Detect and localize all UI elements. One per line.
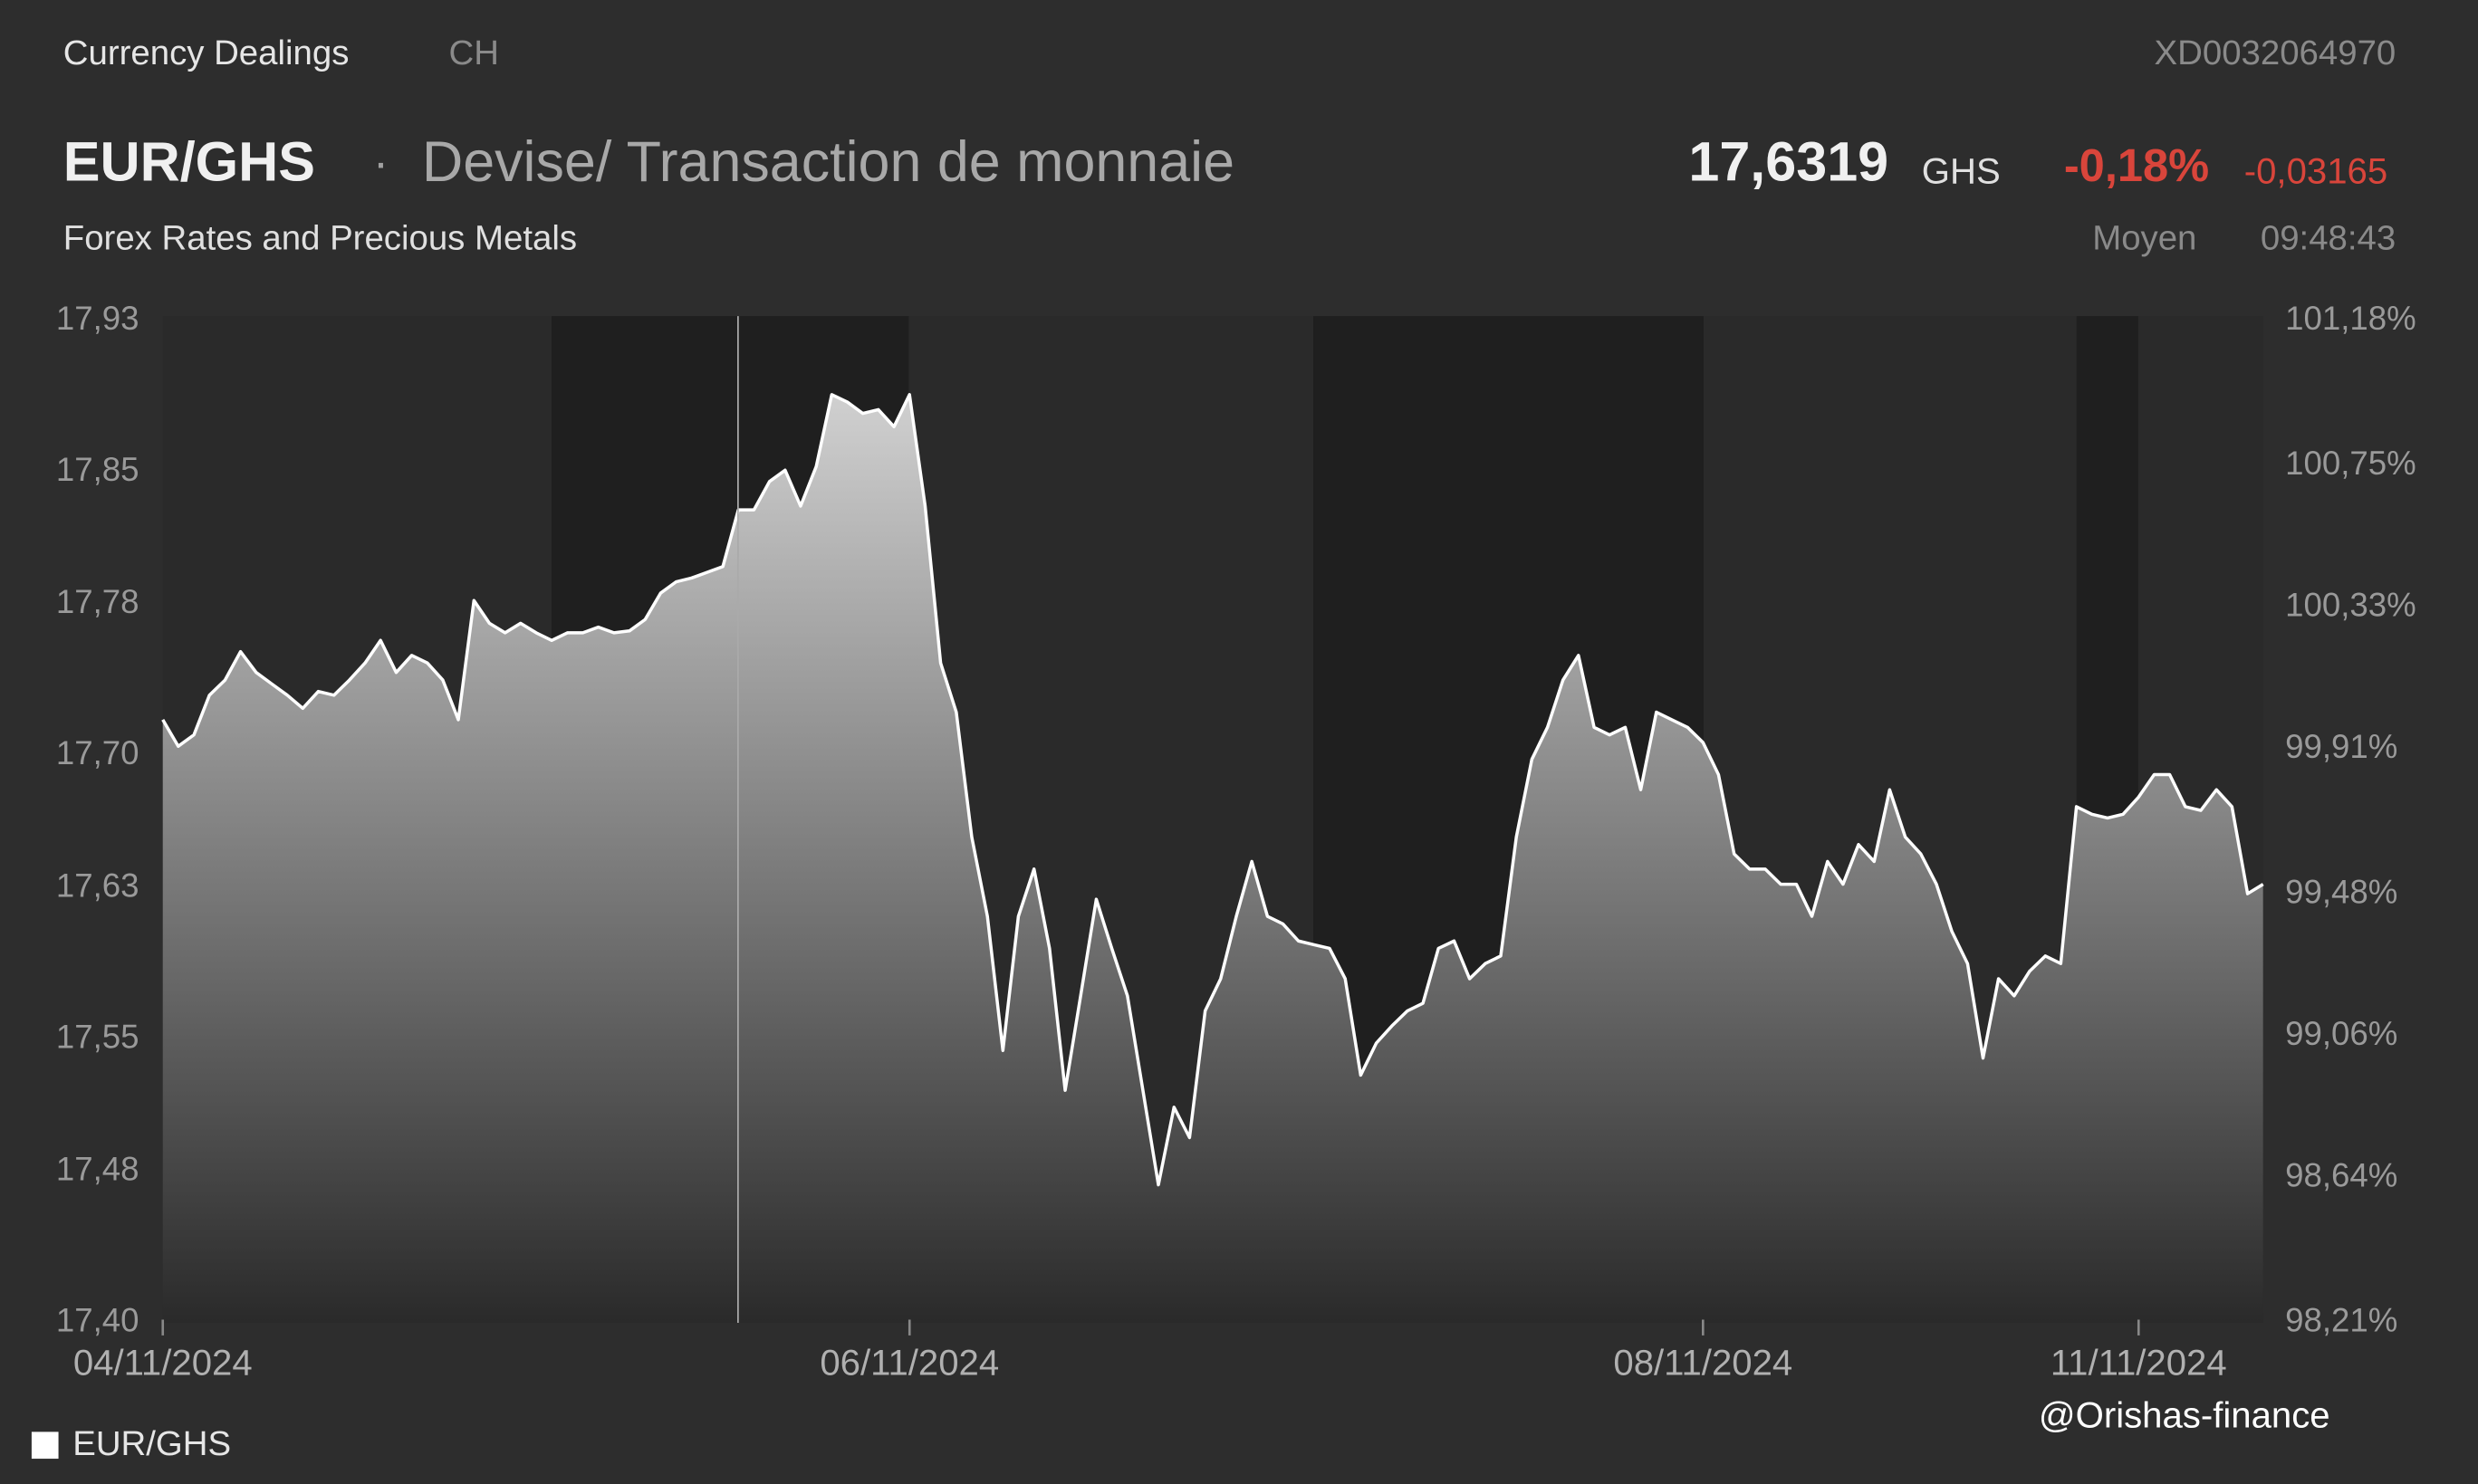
y-tick-label: 17,85 xyxy=(56,451,139,488)
change-pct: -0,18% xyxy=(2064,139,2209,191)
price: 17,6319 xyxy=(1688,130,1888,192)
price-line xyxy=(161,393,2264,1187)
legend-swatch xyxy=(31,1431,59,1460)
y-tick-label: 17,40 xyxy=(56,1302,139,1339)
y2-tick-label: 99,06% xyxy=(2285,1015,2397,1052)
y-tick-label: 17,70 xyxy=(56,734,139,771)
y-tick-label: 17,93 xyxy=(56,300,139,337)
y2-tick-label: 100,33% xyxy=(2285,587,2416,624)
y2-tick-label: 98,64% xyxy=(2285,1156,2397,1193)
separator: · xyxy=(373,137,389,189)
x-tick-label: 11/11/2024 xyxy=(2051,1343,2227,1383)
market[interactable]: CH xyxy=(449,34,499,72)
watermark: @Orishas-finance xyxy=(2039,1394,2330,1435)
y2-tick-label: 99,48% xyxy=(2285,873,2397,910)
x-tick-label: 06/11/2024 xyxy=(820,1343,999,1383)
isin: XD0032064970 xyxy=(2155,34,2396,72)
y-tick-label: 17,63 xyxy=(56,866,139,904)
y-tick-label: 17,78 xyxy=(56,583,139,620)
y2-tick-label: 99,91% xyxy=(2285,728,2397,765)
price-type: Moyen xyxy=(2092,218,2196,257)
y2-tick-label: 100,75% xyxy=(2285,445,2416,482)
x-tick-label: 08/11/2024 xyxy=(1613,1343,1792,1383)
symbol: EUR/GHS xyxy=(63,130,315,192)
y-tick-label: 17,48 xyxy=(56,1151,139,1188)
y2-tick-label: 98,21% xyxy=(2285,1302,2397,1339)
subtitle: Forex Rates and Precious Metals xyxy=(63,218,577,257)
section[interactable]: Currency Dealings xyxy=(63,34,350,72)
currency: GHS xyxy=(1922,151,2001,192)
y2-tick-label: 101,18% xyxy=(2285,300,2416,337)
instrument-name: Devise/ Transaction de monnaie xyxy=(422,130,1234,194)
y-tick-label: 17,55 xyxy=(56,1018,139,1055)
change-abs: -0,03165 xyxy=(2244,151,2387,192)
x-tick-label: 04/11/2024 xyxy=(73,1343,253,1383)
area-fill xyxy=(162,394,2263,1323)
time: 09:48:43 xyxy=(2261,218,2396,257)
legend-label[interactable]: EUR/GHS xyxy=(72,1424,231,1463)
